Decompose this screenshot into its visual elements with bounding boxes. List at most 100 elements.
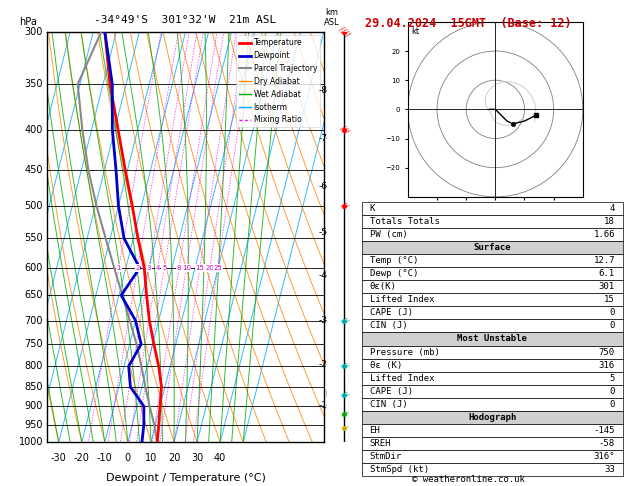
Text: 800: 800 — [25, 361, 43, 371]
Text: -2: -2 — [325, 360, 334, 368]
Text: 29.04.2024  15GMT  (Base: 12): 29.04.2024 15GMT (Base: 12) — [365, 17, 572, 30]
Text: 40: 40 — [214, 452, 226, 463]
Text: -1: -1 — [318, 401, 327, 410]
Text: -34°49'S  301°32'W  21m ASL: -34°49'S 301°32'W 21m ASL — [94, 16, 277, 25]
FancyBboxPatch shape — [362, 437, 623, 450]
Text: Pressure (mb): Pressure (mb) — [369, 347, 440, 357]
Text: 20: 20 — [168, 452, 181, 463]
Text: 700: 700 — [25, 315, 43, 326]
Text: 0: 0 — [610, 400, 615, 409]
FancyBboxPatch shape — [362, 202, 623, 215]
FancyBboxPatch shape — [362, 398, 623, 411]
FancyBboxPatch shape — [362, 306, 623, 319]
Text: -7: -7 — [318, 135, 327, 143]
Text: 10: 10 — [145, 452, 157, 463]
Text: PW (cm): PW (cm) — [369, 230, 407, 239]
Text: 0: 0 — [610, 308, 615, 317]
Text: θε(K): θε(K) — [369, 282, 396, 291]
Text: StmDir: StmDir — [369, 452, 402, 461]
Text: /: / — [340, 410, 348, 418]
Text: Lifted Index: Lifted Index — [369, 374, 434, 382]
Text: 316: 316 — [599, 361, 615, 370]
Text: ////: //// — [337, 24, 352, 39]
FancyBboxPatch shape — [362, 372, 623, 385]
Text: 5: 5 — [610, 374, 615, 382]
Text: 450: 450 — [25, 165, 43, 175]
FancyBboxPatch shape — [362, 424, 623, 437]
Text: Temp (°C): Temp (°C) — [369, 256, 418, 265]
Text: 20: 20 — [205, 265, 214, 271]
FancyBboxPatch shape — [362, 346, 623, 359]
Text: /: / — [340, 424, 348, 433]
Text: //: // — [339, 390, 350, 400]
Text: 15: 15 — [604, 295, 615, 304]
Text: 650: 650 — [25, 290, 43, 300]
FancyBboxPatch shape — [362, 463, 623, 476]
FancyBboxPatch shape — [362, 332, 623, 346]
Text: 400: 400 — [25, 125, 43, 135]
FancyBboxPatch shape — [362, 359, 623, 372]
Text: 300: 300 — [25, 27, 43, 36]
Text: -8: -8 — [318, 87, 327, 95]
Text: 8: 8 — [177, 265, 181, 271]
Text: 600: 600 — [25, 263, 43, 273]
FancyBboxPatch shape — [362, 411, 623, 424]
Text: 900: 900 — [25, 401, 43, 411]
Text: 850: 850 — [25, 382, 43, 392]
Text: -4: -4 — [325, 271, 334, 280]
Text: -3: -3 — [325, 316, 335, 325]
Text: -5: -5 — [325, 227, 335, 237]
Text: //: // — [339, 315, 350, 326]
Text: LCL: LCL — [325, 390, 339, 399]
Text: 15: 15 — [196, 265, 204, 271]
Text: ///: /// — [338, 123, 350, 136]
Text: -6: -6 — [318, 182, 327, 191]
Text: 30: 30 — [191, 452, 203, 463]
Text: 301: 301 — [599, 282, 615, 291]
Text: 316°: 316° — [593, 452, 615, 461]
Text: km
ASL: km ASL — [325, 8, 340, 28]
Text: Dewpoint / Temperature (°C): Dewpoint / Temperature (°C) — [106, 473, 265, 483]
FancyBboxPatch shape — [362, 267, 623, 280]
FancyBboxPatch shape — [362, 450, 623, 463]
Text: 3: 3 — [147, 265, 151, 271]
Text: Lifted Index: Lifted Index — [369, 295, 434, 304]
Text: CAPE (J): CAPE (J) — [369, 308, 413, 317]
Text: θε (K): θε (K) — [369, 361, 402, 370]
Text: //: // — [339, 361, 350, 371]
Text: -4: -4 — [318, 271, 327, 280]
Text: © weatheronline.co.uk: © weatheronline.co.uk — [412, 474, 525, 484]
FancyBboxPatch shape — [362, 241, 623, 254]
Text: -145: -145 — [593, 426, 615, 435]
Text: -1: -1 — [325, 401, 335, 410]
Text: 18: 18 — [604, 217, 615, 226]
Legend: Temperature, Dewpoint, Parcel Trajectory, Dry Adiabat, Wet Adiabat, Isotherm, Mi: Temperature, Dewpoint, Parcel Trajectory… — [236, 35, 320, 127]
Text: kt: kt — [411, 27, 420, 36]
Text: 1: 1 — [116, 265, 121, 271]
FancyBboxPatch shape — [362, 215, 623, 228]
Text: CIN (J): CIN (J) — [369, 400, 407, 409]
Text: 6.1: 6.1 — [599, 269, 615, 278]
Text: 0: 0 — [125, 452, 131, 463]
Text: Totals Totals: Totals Totals — [369, 217, 440, 226]
Text: 950: 950 — [25, 420, 43, 430]
Text: 2: 2 — [135, 265, 140, 271]
FancyBboxPatch shape — [362, 280, 623, 293]
Text: 550: 550 — [25, 233, 43, 243]
Text: 350: 350 — [25, 79, 43, 89]
Text: hPa: hPa — [19, 17, 36, 28]
Text: 10: 10 — [182, 265, 191, 271]
FancyBboxPatch shape — [362, 385, 623, 398]
Text: CAPE (J): CAPE (J) — [369, 387, 413, 396]
Text: Most Unstable: Most Unstable — [457, 334, 527, 344]
Text: 12.7: 12.7 — [593, 256, 615, 265]
Text: 0: 0 — [610, 387, 615, 396]
Text: 25: 25 — [213, 265, 222, 271]
Text: 1.66: 1.66 — [593, 230, 615, 239]
Text: 33: 33 — [604, 465, 615, 474]
Text: //: // — [339, 201, 350, 211]
Text: CIN (J): CIN (J) — [369, 321, 407, 330]
Text: 750: 750 — [25, 339, 43, 349]
Text: 4: 4 — [610, 204, 615, 213]
Text: -58: -58 — [599, 439, 615, 448]
